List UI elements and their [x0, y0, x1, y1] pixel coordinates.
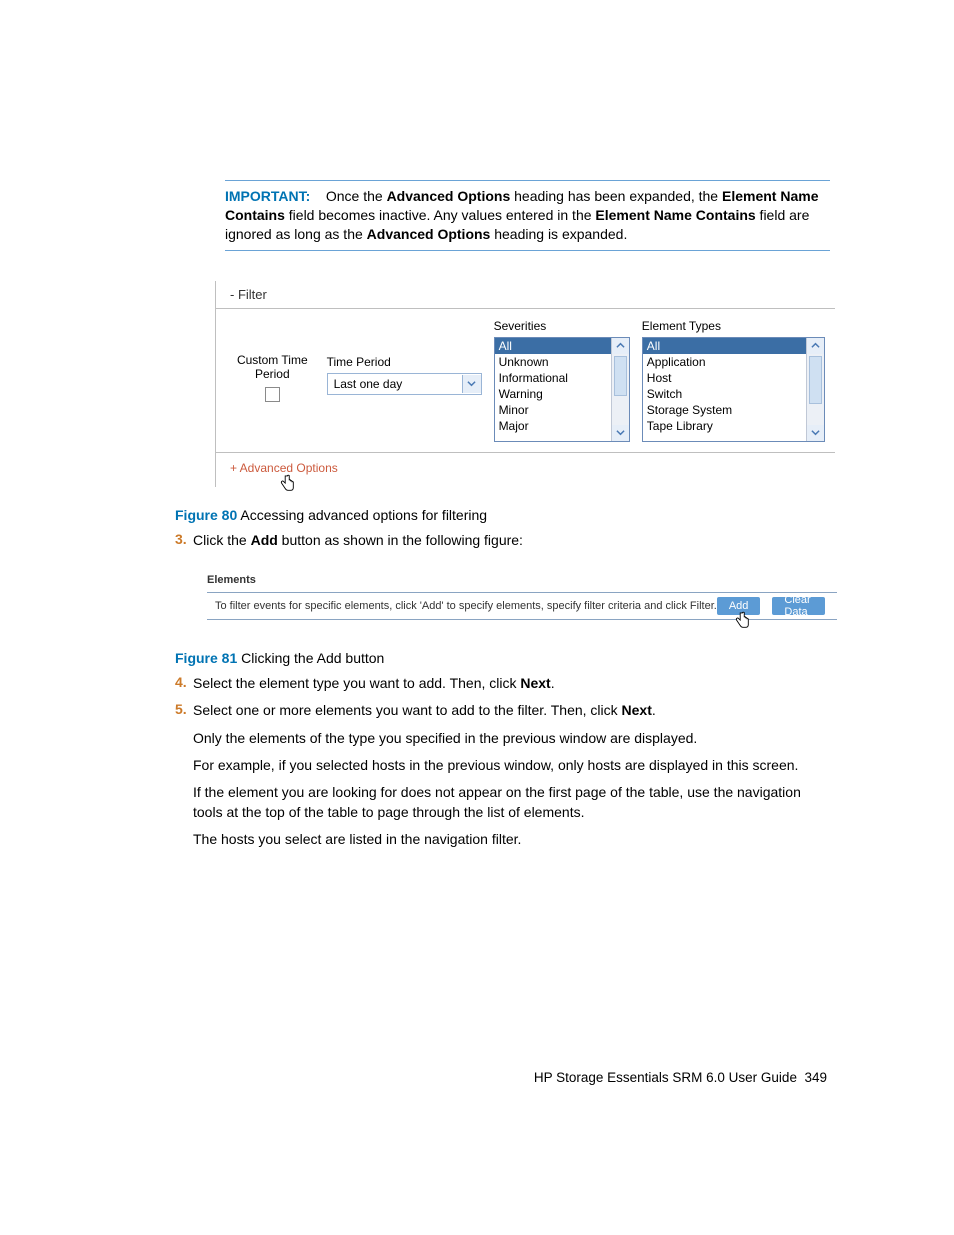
- time-period-label: Time Period: [327, 355, 482, 369]
- important-bold-1: Advanced Options: [387, 188, 511, 204]
- step-number: 3.: [175, 531, 193, 550]
- step-5-para-5: The hosts you select are listed in the n…: [193, 830, 830, 849]
- important-label: IMPORTANT:: [225, 188, 310, 204]
- time-period-value: Last one day: [334, 377, 403, 391]
- element-types-item[interactable]: All: [643, 338, 807, 354]
- severities-label: Severities: [494, 319, 630, 333]
- chevron-down-icon[interactable]: [807, 425, 824, 441]
- important-text-2: heading has been expanded, the: [510, 188, 722, 204]
- severities-listbox[interactable]: All Unknown Informational Warning Minor …: [494, 337, 630, 442]
- step-text: Click the: [193, 532, 251, 548]
- chevron-up-icon[interactable]: [612, 338, 629, 354]
- elements-heading: Elements: [207, 574, 837, 586]
- step-4: 4. Select the element type you want to a…: [175, 674, 830, 693]
- element-types-label: Element Types: [642, 319, 825, 333]
- step-text: button as shown in the following figure:: [278, 532, 523, 548]
- footer-title: HP Storage Essentials SRM 6.0 User Guide: [534, 1070, 797, 1085]
- step-5: 5. Select one or more elements you want …: [175, 701, 830, 720]
- advanced-options-toggle[interactable]: + Advanced Options: [230, 461, 338, 475]
- element-types-listbox[interactable]: All Application Host Switch Storage Syst…: [642, 337, 825, 442]
- element-types-item[interactable]: Switch: [643, 386, 807, 402]
- severities-block: Severities All Unknown Informational War…: [494, 319, 630, 442]
- time-period-block: Time Period Last one day: [327, 319, 482, 395]
- figure-80: - Filter Custom Time Period Time Period …: [215, 281, 835, 487]
- element-types-block: Element Types All Application Host Switc…: [642, 319, 825, 442]
- filter-section-title[interactable]: - Filter: [230, 287, 835, 302]
- element-types-item[interactable]: Application: [643, 354, 807, 370]
- step-5-para-4: If the element you are looking for does …: [193, 783, 830, 822]
- severities-item[interactable]: Unknown: [495, 354, 612, 370]
- elements-toolbar: To filter events for specific elements, …: [207, 592, 837, 620]
- chevron-down-icon[interactable]: [612, 425, 629, 441]
- step-text: Select the element type you want to add.…: [193, 675, 520, 691]
- figure-81: Elements To filter events for specific e…: [207, 574, 837, 620]
- step-bold: Next: [622, 702, 652, 718]
- step-text: .: [551, 675, 555, 691]
- figure-number: Figure 81: [175, 650, 237, 666]
- step-5-para-2: Only the elements of the type you specif…: [193, 729, 830, 748]
- figure-caption-text: Accessing advanced options for filtering: [237, 507, 487, 523]
- elements-hint-text: To filter events for specific elements, …: [215, 600, 717, 612]
- important-callout: IMPORTANT: Once the Advanced Options hea…: [225, 180, 830, 251]
- chevron-down-icon[interactable]: [462, 375, 481, 393]
- custom-time-period-checkbox[interactable]: [265, 387, 280, 402]
- important-bold-3: Element Name Contains: [595, 207, 755, 223]
- step-text: .: [652, 702, 656, 718]
- element-types-item[interactable]: Tape Library: [643, 418, 807, 434]
- element-types-item[interactable]: Host: [643, 370, 807, 386]
- clear-data-button[interactable]: Clear Data: [772, 597, 825, 615]
- custom-time-period-block: Custom Time Period: [230, 319, 315, 405]
- severities-item[interactable]: Warning: [495, 386, 612, 402]
- element-types-scrollbar[interactable]: [806, 338, 824, 441]
- important-text-5: heading is expanded.: [490, 226, 627, 242]
- advanced-options-label: + Advanced Options: [230, 461, 338, 475]
- figure-caption-text: Clicking the Add button: [237, 650, 384, 666]
- figure-number: Figure 80: [175, 507, 237, 523]
- severities-scrollbar[interactable]: [611, 338, 629, 441]
- important-text-3: field becomes inactive. Any values enter…: [285, 207, 596, 223]
- severities-item[interactable]: Major: [495, 418, 612, 434]
- step-number: 5.: [175, 701, 193, 720]
- step-number: 4.: [175, 674, 193, 693]
- custom-time-period-label-1: Custom Time: [230, 353, 315, 367]
- figure-80-caption: Figure 80 Accessing advanced options for…: [175, 507, 830, 523]
- severities-item[interactable]: All: [495, 338, 612, 354]
- figure-81-caption: Figure 81 Clicking the Add button: [175, 650, 830, 666]
- element-types-item[interactable]: Storage System: [643, 402, 807, 418]
- step-text: Select one or more elements you want to …: [193, 702, 622, 718]
- severities-item[interactable]: Informational: [495, 370, 612, 386]
- step-3: 3. Click the Add button as shown in the …: [175, 531, 830, 550]
- custom-time-period-label-2: Period: [230, 367, 315, 381]
- chevron-up-icon[interactable]: [807, 338, 824, 354]
- step-5-para-3: For example, if you selected hosts in th…: [193, 756, 830, 775]
- severities-item[interactable]: Minor: [495, 402, 612, 418]
- hand-cursor-icon: [733, 611, 751, 636]
- step-bold: Add: [251, 532, 278, 548]
- important-text-1: Once the: [326, 188, 387, 204]
- step-bold: Next: [520, 675, 550, 691]
- footer-page-number: 349: [804, 1070, 827, 1085]
- page-footer: HP Storage Essentials SRM 6.0 User Guide…: [534, 1070, 827, 1085]
- time-period-select[interactable]: Last one day: [327, 373, 482, 395]
- hand-cursor-icon: [278, 474, 296, 497]
- important-bold-4: Advanced Options: [367, 226, 491, 242]
